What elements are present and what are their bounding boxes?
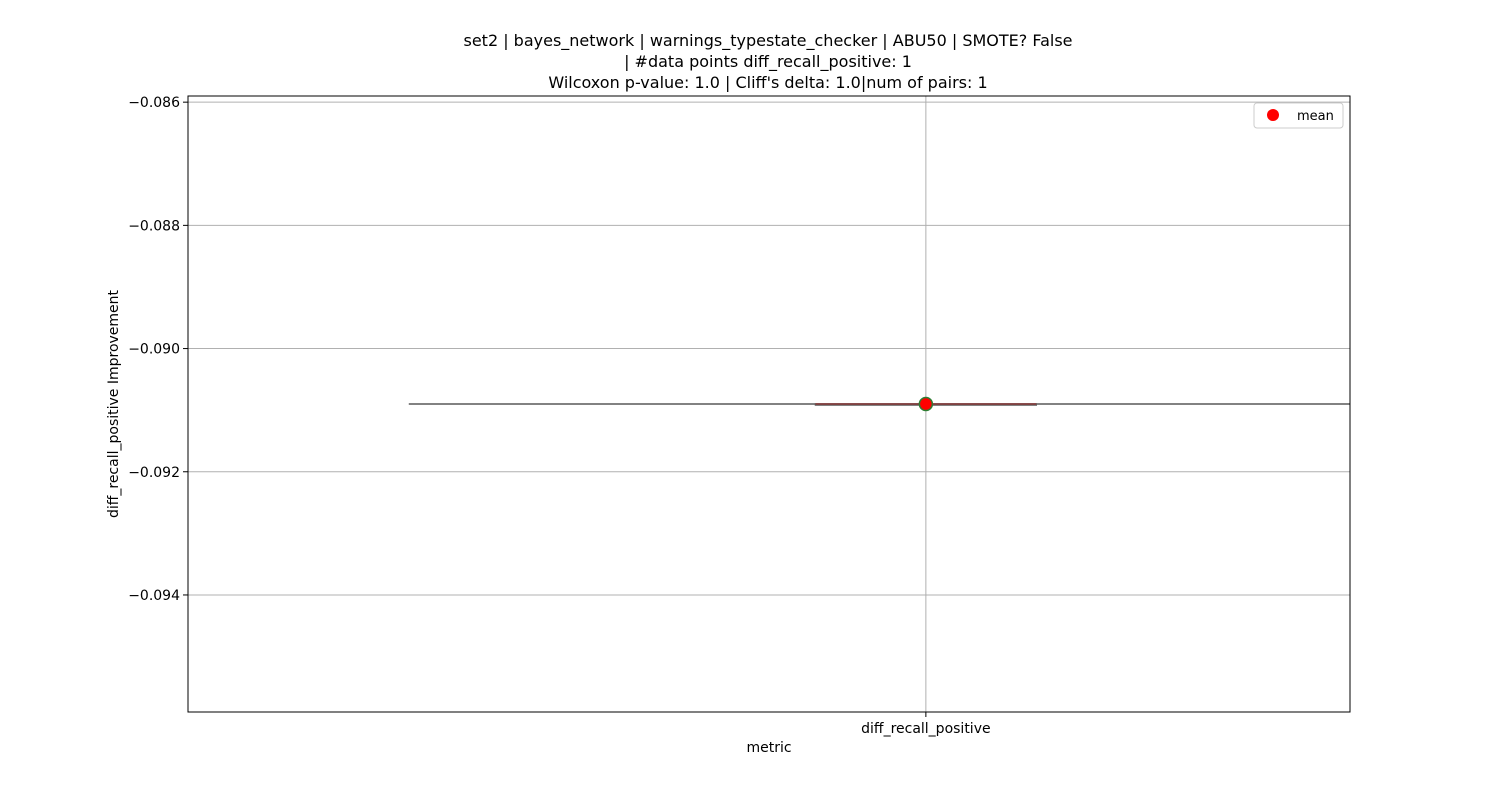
y-tick-label: −0.090 xyxy=(128,342,180,358)
box-plot xyxy=(408,396,1350,412)
y-tick-label: −0.086 xyxy=(128,95,180,111)
title-line-1: set2 | bayes_network | warnings_typestat… xyxy=(463,31,1072,51)
y-tick-label: −0.088 xyxy=(128,218,180,234)
title-line-3: Wilcoxon p-value: 1.0 | Cliff's delta: 1… xyxy=(548,73,987,92)
x-axis-label: metric xyxy=(746,740,791,756)
y-tick-label: −0.094 xyxy=(128,588,180,604)
title-line-2: | #data points diff_recall_positive: 1 xyxy=(624,52,912,72)
legend-mean-marker xyxy=(1267,109,1279,121)
y-axis-ticks: −0.086 −0.088 −0.090 −0.092 −0.094 xyxy=(128,95,188,604)
legend: mean xyxy=(1253,102,1344,129)
y-axis-label: diff_recall_positive Improvement xyxy=(106,289,122,518)
chart-title: set2 | bayes_network | warnings_typestat… xyxy=(463,31,1072,92)
legend-label-mean: mean xyxy=(1297,109,1334,124)
legend-frame xyxy=(1253,102,1344,129)
x-axis-ticks: diff_recall_positive xyxy=(861,712,991,737)
x-tick-label: diff_recall_positive xyxy=(861,721,990,737)
plot-area-frame xyxy=(187,95,1351,713)
mean-marker xyxy=(918,396,934,412)
y-tick-label: −0.092 xyxy=(128,465,180,481)
